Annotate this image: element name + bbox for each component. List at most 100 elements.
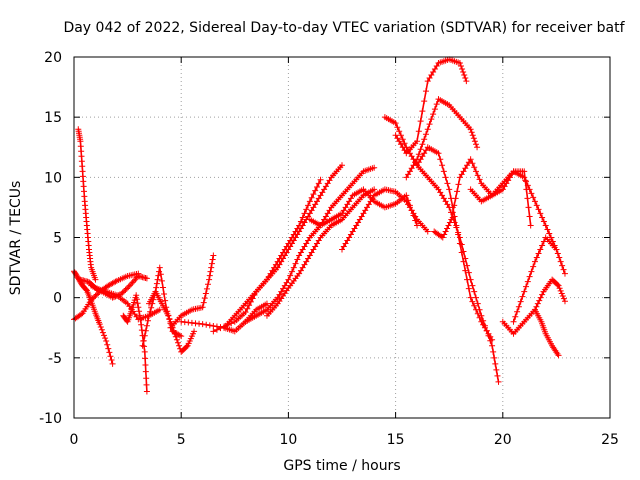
series-track-9 (167, 252, 217, 331)
data-point-marker (317, 176, 324, 183)
data-point-marker (97, 323, 104, 330)
data-point-marker (556, 285, 563, 292)
data-point-marker (91, 294, 98, 301)
data-point-marker (417, 118, 424, 125)
data-point-marker (312, 243, 319, 250)
data-point-marker (206, 272, 213, 279)
data-point-marker (471, 288, 478, 295)
data-point-marker (489, 336, 496, 343)
data-point-marker (371, 164, 378, 171)
data-point-marker (162, 297, 169, 304)
data-point-marker (159, 284, 166, 291)
data-point-marker (546, 230, 553, 237)
data-point-marker (296, 252, 303, 259)
data-point-marker (555, 352, 562, 359)
data-point-marker (362, 207, 369, 214)
data-point-marker (557, 287, 564, 294)
series-track-19 (403, 96, 481, 181)
data-point-marker (305, 213, 312, 220)
data-point-marker (493, 366, 500, 373)
data-point-marker (310, 191, 317, 198)
data-point-marker (246, 302, 253, 309)
data-point-marker (109, 294, 116, 301)
data-point-marker (79, 163, 86, 170)
data-point-marker (79, 173, 86, 180)
data-point-marker (305, 237, 312, 244)
data-point-marker (421, 150, 428, 157)
data-point-marker (297, 267, 304, 274)
data-point-marker (290, 264, 297, 271)
data-point-marker (274, 258, 281, 265)
data-point-marker (121, 288, 128, 295)
data-point-marker (324, 210, 331, 217)
data-point-marker (101, 332, 108, 339)
data-point-marker (199, 321, 206, 328)
data-point-marker (431, 106, 438, 113)
data-point-marker (303, 258, 310, 265)
series-track-6 (120, 292, 150, 395)
data-point-marker (155, 272, 162, 279)
data-point-marker (281, 282, 288, 289)
x-tick-label: 10 (279, 432, 297, 448)
data-point-marker (462, 267, 469, 274)
data-point-marker (292, 228, 299, 235)
data-point-marker (469, 282, 476, 289)
data-point-marker (396, 128, 403, 135)
data-point-marker (136, 308, 143, 315)
data-point-marker (146, 312, 153, 319)
data-point-marker (474, 172, 481, 179)
data-point-marker (271, 264, 278, 271)
data-point-marker (462, 75, 469, 82)
data-point-marker (524, 195, 531, 202)
data-point-marker (339, 210, 345, 217)
data-point-marker (319, 189, 326, 196)
data-point-marker (422, 147, 429, 154)
data-point-marker (492, 360, 499, 367)
series-track-18 (392, 56, 470, 157)
data-point-marker (553, 246, 560, 253)
data-point-marker (143, 375, 150, 382)
data-point-marker (365, 201, 372, 208)
data-point-marker (422, 131, 429, 138)
data-point-marker (176, 342, 183, 349)
data-point-marker (326, 207, 333, 214)
data-point-marker (405, 171, 412, 178)
data-point-marker (326, 177, 333, 184)
data-point-marker (433, 101, 440, 108)
data-point-marker (364, 204, 371, 211)
data-point-marker (521, 288, 528, 295)
data-point-marker (467, 156, 474, 163)
data-point-marker (156, 306, 163, 313)
data-point-marker (102, 335, 109, 342)
data-point-marker (537, 210, 544, 217)
x-tick-label: 15 (387, 432, 405, 448)
data-point-marker (405, 197, 412, 204)
data-point-marker (153, 280, 160, 287)
data-point-marker (322, 213, 329, 220)
data-point-marker (440, 195, 447, 202)
data-point-marker (435, 150, 442, 157)
data-point-marker (414, 162, 421, 169)
data-point-marker (430, 111, 437, 118)
data-point-marker (530, 194, 537, 201)
data-point-marker (123, 317, 130, 324)
data-point-marker (355, 219, 362, 226)
data-point-marker (442, 174, 449, 181)
data-point-marker (148, 304, 155, 311)
data-point-marker (340, 207, 347, 214)
data-point-marker (299, 264, 306, 271)
data-point-marker (422, 88, 429, 95)
data-point-marker (346, 234, 353, 241)
grid-layer (74, 57, 610, 418)
data-point-marker (515, 303, 522, 310)
data-point-marker (415, 128, 422, 135)
data-point-marker (141, 348, 148, 355)
data-point-marker (525, 204, 532, 211)
series-track-14 (263, 186, 378, 319)
data-point-marker (342, 240, 349, 247)
data-point-marker (439, 192, 446, 199)
data-point-marker (544, 226, 551, 233)
data-point-marker (557, 258, 564, 265)
data-point-marker (392, 120, 399, 127)
